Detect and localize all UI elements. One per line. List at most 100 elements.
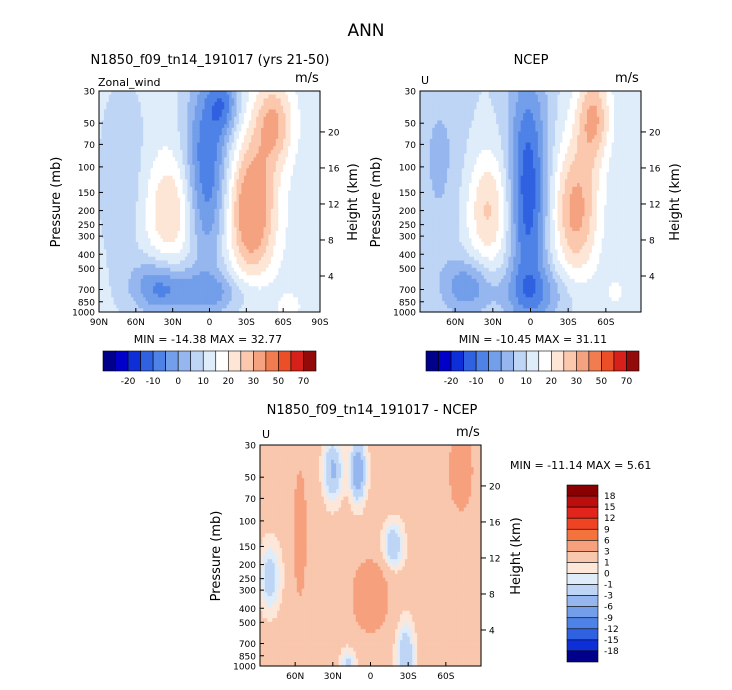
heatmap-cell	[128, 102, 132, 107]
heatmap-cell	[101, 297, 105, 302]
heatmap-cell	[148, 293, 152, 298]
heatmap-cell	[157, 113, 161, 118]
heatmap-cell	[99, 212, 103, 217]
heatmap-cell	[138, 205, 142, 210]
heatmap-cell	[123, 286, 127, 291]
heatmap-cell	[111, 293, 115, 298]
heatmap-cell	[108, 94, 112, 99]
heatmap-cell	[99, 157, 103, 162]
heatmap-cell	[126, 172, 130, 177]
heatmap-cell	[123, 168, 127, 173]
heatmap-cell	[121, 135, 125, 140]
heatmap-cell	[153, 120, 157, 125]
heatmap-cell	[150, 264, 154, 269]
heatmap-cell	[116, 138, 120, 144]
heatmap-cell	[150, 249, 154, 254]
heatmap-cell	[145, 219, 149, 225]
heatmap-cell	[118, 230, 122, 236]
heatmap-cell	[133, 94, 137, 99]
heatmap-cell	[111, 216, 115, 221]
heatmap-cell	[135, 253, 139, 258]
heatmap-cell	[157, 289, 161, 295]
heatmap-cell	[150, 164, 154, 169]
heatmap-cell	[155, 172, 159, 177]
heatmap-cell	[99, 194, 103, 199]
heatmap-cell	[143, 186, 147, 192]
heatmap-cell	[150, 105, 154, 111]
heatmap-cell	[126, 94, 130, 99]
heatmap-cell	[106, 267, 110, 273]
heatmap-cell	[101, 271, 105, 276]
heatmap-cell	[101, 197, 105, 203]
heatmap-cell	[138, 135, 142, 140]
heatmap-cell	[157, 190, 161, 195]
heatmap-cell	[118, 282, 122, 287]
heatmap-cell	[108, 149, 112, 155]
heatmap-cell	[101, 238, 105, 243]
heatmap-cell	[126, 116, 130, 122]
heatmap-cell	[155, 223, 159, 228]
heatmap-cell	[138, 149, 142, 155]
heatmap-cell	[155, 91, 159, 96]
heatmap-cell	[111, 282, 115, 287]
heatmap-cell	[101, 267, 105, 273]
heatmap-cell	[101, 278, 105, 284]
heatmap-cell	[135, 98, 139, 103]
heatmap-cell	[138, 91, 142, 96]
heatmap-cell	[153, 256, 157, 262]
heatmap-cell	[116, 304, 120, 309]
heatmap-cell	[155, 245, 159, 250]
heatmap-cell	[126, 242, 130, 247]
heatmap-cell	[135, 275, 139, 280]
heatmap-cell	[106, 300, 110, 306]
heatmap-cell	[113, 308, 117, 313]
heatmap-cell	[143, 212, 147, 217]
heatmap-cell	[101, 227, 105, 232]
heatmap-cell	[121, 219, 125, 225]
heatmap-cell	[130, 256, 134, 262]
heatmap-cell	[113, 120, 117, 125]
heatmap-cell	[118, 197, 122, 203]
heatmap-cell	[106, 223, 110, 228]
heatmap-cell	[150, 168, 154, 173]
heatmap-cell	[148, 205, 152, 210]
heatmap-cell	[101, 149, 105, 155]
heatmap-cell	[143, 201, 147, 206]
heatmap-cell	[140, 289, 144, 295]
heatmap-cell	[148, 297, 152, 302]
heatmap-cell	[140, 278, 144, 284]
heatmap-cell	[123, 227, 127, 232]
heatmap-cell	[128, 245, 132, 250]
heatmap-cell	[111, 219, 115, 225]
heatmap-cell	[140, 120, 144, 125]
heatmap-cell	[128, 113, 132, 118]
heatmap-cell	[138, 109, 142, 114]
heatmap-cell	[135, 109, 139, 114]
heatmap-cell	[153, 135, 157, 140]
heatmap-cell	[118, 164, 122, 169]
heatmap-cell	[123, 131, 127, 136]
heatmap-cell	[108, 179, 112, 184]
heatmap-cell	[138, 142, 142, 147]
heatmap-cell	[140, 109, 144, 114]
heatmap-cell	[123, 242, 127, 247]
heatmap-cell	[118, 278, 122, 284]
heatmap-cell	[128, 208, 132, 214]
heatmap-cell	[148, 157, 152, 162]
heatmap-cell	[128, 157, 132, 162]
heatmap-cell	[126, 205, 130, 210]
heatmap-cell	[118, 260, 122, 265]
heatmap-cell	[123, 282, 127, 287]
heatmap-cell	[121, 164, 125, 169]
heatmap-cell	[157, 271, 161, 276]
heatmap-cell	[130, 208, 134, 214]
heatmap-cell	[116, 234, 120, 239]
heatmap-cell	[130, 172, 134, 177]
heatmap-cell	[155, 175, 159, 180]
heatmap-cell	[118, 223, 122, 228]
heatmap-cell	[108, 194, 112, 199]
heatmap-cell	[113, 289, 117, 295]
heatmap-cell	[143, 98, 147, 103]
heatmap-cell	[143, 116, 147, 122]
heatmap-cell	[126, 149, 130, 155]
